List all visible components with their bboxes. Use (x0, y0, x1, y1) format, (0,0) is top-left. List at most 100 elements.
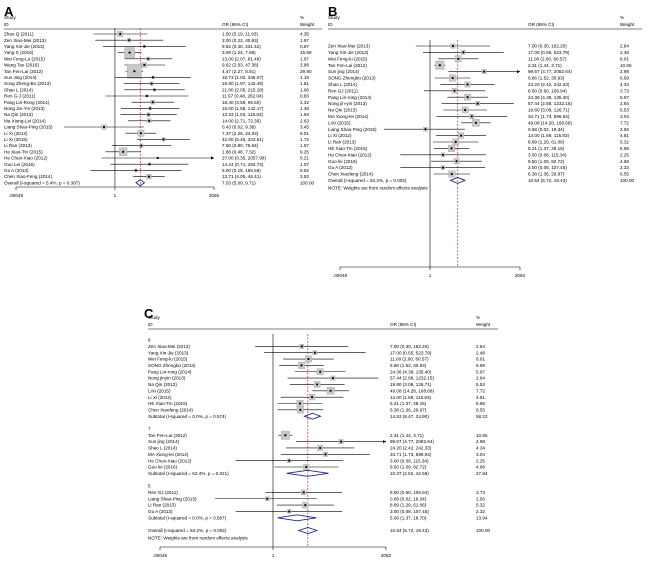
panel-c-study-ci: 99.67 (4.77, 2082.64) (390, 439, 434, 444)
panel-a-study-name: He Chun-Xiao (2012) (4, 156, 48, 161)
panel-c-subtotal-ci: 10.37 (2.52, 42.56) (390, 471, 429, 476)
panel-c-point-estimate (302, 491, 305, 494)
panel-c-study-weight: 6.01 (476, 357, 485, 362)
panel-c-overall-weight: 100.00 (476, 528, 490, 533)
panel-a-tick-label: 1 (114, 193, 117, 198)
panel-b-study-name: MA Xiong-lei (2014) (328, 114, 369, 119)
panel-a-study-weight: 1.72 (300, 137, 309, 142)
panel-c-tick-label: .00048 (153, 553, 167, 558)
panel-b-header-weight: Weight (620, 22, 635, 27)
panel-b-header-or: OR (95% CI) (528, 22, 555, 27)
panel-c-point-estimate (324, 453, 327, 456)
panel-c-point-estimate (331, 377, 335, 380)
panel-b-study-name: Yang Xin-Jie (2013) (328, 50, 369, 55)
panel-b-point-estimate (464, 108, 467, 112)
panel-c-ci-arrow (382, 440, 386, 444)
panel-c-subtotal-label: Subtotal (I-squared = 0.0%, p = 0.587) (148, 515, 227, 520)
panel-b-overall-label: Overall (I-squared = 53.2%, p = 0.002) (328, 178, 407, 183)
panel-a-point-estimate (143, 63, 146, 67)
panel-a-study-ci: 7.60 (0.80, 75.64) (222, 143, 259, 148)
panel-a-tick-label: 2056 (209, 193, 220, 198)
panel-b-overall-weight: 100.00 (620, 178, 634, 183)
panel-a-study-weight: 3.45 (300, 125, 309, 130)
panel-a-study-ci: 16.80 (1.97, 143.49) (222, 81, 264, 86)
panel-c-point-estimate (339, 440, 343, 443)
panel-c-study-weight: 2.56 (476, 496, 485, 501)
panel-c-header-study: Study (148, 315, 160, 320)
panel-a-study-name: Pang Lin-Rong (2014) (4, 100, 50, 105)
panel-b-study-ci: 34.71 (1.73, 696.94) (528, 114, 570, 119)
panel-a-study-weight: 2.32 (300, 100, 309, 105)
panel-c-subtotal-label: Subtotal (I-squared = 62.4%, p = 0.021) (148, 471, 229, 476)
panel-c-study-name: Sun jing (2014) (148, 439, 180, 444)
panel-c-label: C (144, 306, 154, 321)
panel-a-study-ci: 9.62 (0.40, 231.42) (222, 44, 261, 49)
panel-a-point-estimate (128, 39, 131, 42)
panel-a-point-estimate (162, 138, 165, 141)
panel-c-subtotal-diamond (277, 514, 317, 522)
panel-c-study-weight: 10.55 (476, 433, 488, 438)
panel-c-study-weight: 2.84 (476, 344, 485, 349)
panel-b-point-estimate (438, 64, 441, 67)
panel-a-point-estimate (147, 113, 150, 116)
panel-c-study-ci: 49.08 (14.28, 168.68) (390, 388, 434, 393)
panel-a-study-name: Liang Shao-Ping (2015) (4, 125, 53, 130)
panel-a-study-ci: 18.40 (3.55, 95.50) (222, 100, 261, 105)
panel-a-point-estimate (153, 88, 156, 91)
panel-b-point-estimate (466, 83, 469, 86)
panel-b-study-ci: 11.00 (2.00, 60.57) (528, 56, 567, 61)
panel-b-study-ci: 3.00 (0.08, 115.34) (528, 152, 567, 157)
panel-b-study-weight: 2.94 (620, 101, 629, 106)
panel-b-point-estimate (424, 128, 427, 131)
panel-b-study-name: Ren GJ (2011) (328, 88, 358, 93)
panel-a-study-weight: 3.53 (300, 174, 309, 179)
panel-c-point-estimate (299, 408, 302, 411)
panel-c-subgroup-label: 6 (148, 338, 151, 343)
panel-a-study-weight: 1.07 (300, 162, 309, 167)
panel-a-study-ci: 14.00 (2.71, 72.36) (222, 118, 261, 123)
panel-c-study-weight: 2.48 (476, 350, 485, 355)
panel-a-point-estimate (140, 144, 143, 147)
panel-a-point-estimate (151, 101, 154, 104)
panel-c-subtotal-diamond (303, 412, 322, 420)
panel-c-overall-diamond (297, 527, 319, 534)
panel-c-study-name: Guo lei (2016) (148, 465, 178, 470)
panel-b-point-estimate (451, 76, 454, 80)
panel-b-study-weight: 6.55 (620, 172, 629, 177)
panel-c-study-weight: 4.34 (476, 446, 485, 451)
panel-b-point-estimate (453, 89, 456, 92)
panel-b-study-ci: 7.00 (0.30, 162.20) (528, 44, 567, 49)
panel-c-study-name: Li Xi (2012) (148, 395, 172, 400)
panel-b-study-weight: 4.34 (620, 82, 629, 87)
panel-a-study-ci: 21.00 (2.05, 215.18) (222, 87, 264, 92)
panel-b-study-weight: 2.56 (620, 127, 629, 132)
panel-a-header-study: Study (4, 15, 16, 20)
panel-c-note: NOTE: Weights are from random effects an… (148, 536, 248, 541)
panel-c-study-ci: 7.00 (0.30, 162.20) (390, 344, 429, 349)
panel-b-study-name: He Chun-Xiao (2012) (328, 152, 372, 157)
panel-b-study-ci: 6.38 (1.36, 29.97) (528, 172, 565, 177)
panel-b-study-weight: 2.84 (620, 44, 629, 49)
panel-a-study-ci: 3.00 (0.22, 40.93) (222, 38, 259, 43)
panel-c-study-name: HE Xiao-Tin (2015) (148, 401, 188, 406)
panel-b-study-weight: 5.53 (620, 108, 629, 113)
panel-a-study-ci: 18.73 (1.02, 345.07) (222, 75, 264, 80)
panel-b-point-estimate (483, 70, 486, 73)
panel-b-study-ci: 3.00 (0.08, 107.45) (528, 165, 567, 170)
panel-b-overall-ci: 10.54 (5.72, 19.43) (528, 178, 567, 183)
panel-a-study-weight: 1.97 (300, 143, 309, 148)
panel-a-study-weight: 0.21 (300, 156, 309, 161)
panel-b-note: NOTE: Weights are from random effects an… (328, 185, 428, 190)
panel-b-study-ci: 9.50 (1.09, 82.72) (528, 159, 565, 164)
panel-c-study-name: Chen Xiaofeng (2014) (148, 407, 193, 412)
panel-a-study-name: He Xiao-Tin (2015) (4, 149, 43, 154)
panel-a-study-weight: 1.19 (300, 75, 309, 80)
panel-c-study-weight: 3.04 (476, 452, 485, 457)
panel-c-header-id: ID (148, 322, 153, 327)
panel-c-header-weight: Weight (476, 322, 491, 327)
panel-c-study-weight: 2.98 (476, 439, 485, 444)
panel-a-study-name: Zen Xiao-Mei (2013) (4, 38, 46, 43)
panel-b-study-name: HE Xiao-Tin (2015) (328, 146, 368, 151)
panel-b-study-ci: 49.08 (14.28, 168.68) (528, 120, 572, 125)
panel-a-point-estimate (151, 76, 155, 79)
